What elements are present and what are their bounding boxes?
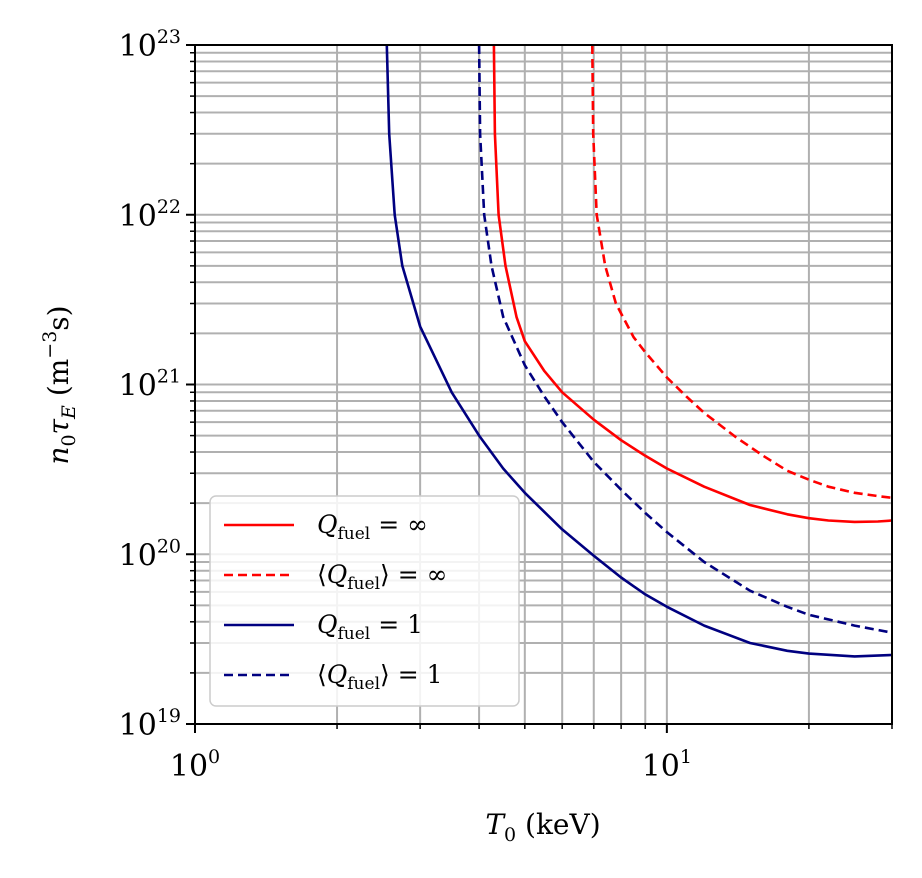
ticks [186, 44, 893, 733]
legend-label-3: Qfuel = 1 [317, 610, 423, 644]
legend-label-4: ⟨Qfuel⟩ = 1 [317, 660, 443, 694]
series-layer [385, 45, 892, 658]
series-line-3 [385, 45, 892, 658]
x-tick-label: 100 [170, 746, 220, 784]
x-axis-label: T0 (keV) [485, 808, 600, 846]
legend-label-1: Qfuel = ∞ [317, 510, 428, 544]
y-tick-label: 1022 [119, 196, 181, 234]
tick-labels: 100 101 1019 1020 1021 1022 1023 [119, 26, 692, 784]
legend: Qfuel = ∞ ⟨Qfuel⟩ = ∞ Qfuel = 1 ⟨Qfuel⟩ = 1 [209, 495, 520, 707]
series-line-1 [492, 45, 892, 524]
x-tick-label: 101 [642, 746, 692, 784]
y-tick-label: 1023 [119, 26, 181, 64]
series-line-2 [591, 45, 892, 500]
legend-box [209, 495, 520, 707]
legend-label-2: ⟨Qfuel⟩ = ∞ [317, 560, 447, 594]
y-axis-label: n0τE (m−3s) [39, 305, 80, 464]
y-tick-label: 1021 [119, 366, 181, 404]
y-tick-label: 1019 [119, 705, 181, 743]
series-line-4 [477, 45, 892, 634]
y-tick-label: 1020 [119, 535, 181, 573]
